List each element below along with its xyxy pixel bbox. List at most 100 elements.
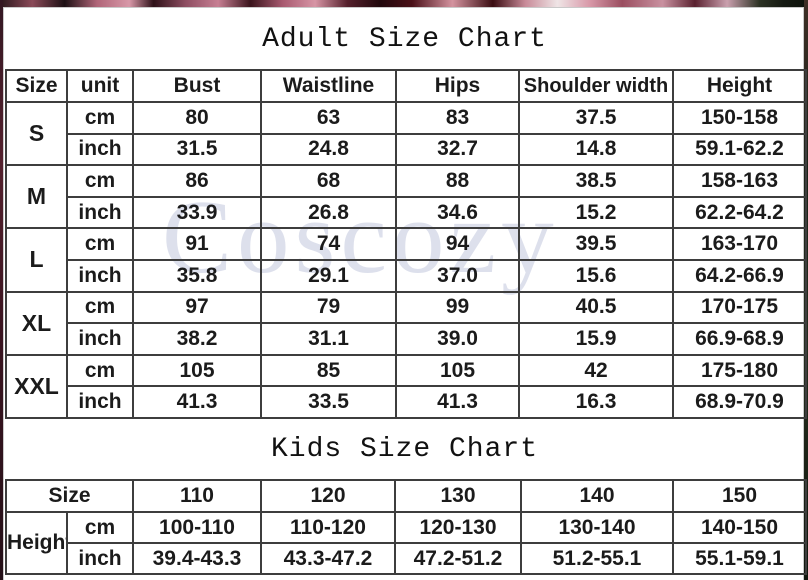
value-cell: 105 [395,353,520,388]
value-cell: 35.8 [132,258,262,293]
value-cell: 34.6 [395,195,520,230]
value-cell: 33.5 [260,385,397,419]
value-cell: 51.2-55.1 [520,542,674,575]
value-cell: 74 [260,227,397,261]
value-cell: 100-110 [132,511,262,544]
table-row: inch 35.8 29.1 37.0 15.6 64.2-66.9 [6,258,807,293]
kids-size-table: Size 110 120 130 140 150 Height cm 100-1… [5,479,807,575]
value-cell: 140-150 [672,511,807,544]
unit-cell: cm [66,353,134,388]
header-cell-110: 110 [132,479,262,513]
kids-header-row: Size 110 120 130 140 150 [5,479,807,513]
value-cell: 79 [260,290,397,325]
unit-cell: inch [66,132,134,167]
value-cell: 55.1-59.1 [672,542,807,575]
value-cell: 42 [518,353,674,388]
header-cell-size: Size [5,479,134,513]
value-cell: 43.3-47.2 [260,542,396,575]
size-cell: S [5,100,68,167]
value-cell: 33.9 [132,195,262,230]
value-cell: 24.8 [260,132,397,167]
value-cell: 47.2-51.2 [394,542,522,575]
unit-cell: inch [66,542,134,575]
unit-cell: inch [66,258,134,293]
value-cell: 163-170 [672,227,807,261]
unit-cell: inch [66,385,134,419]
value-cell: 14.8 [518,132,674,167]
header-cell-bust: Bust [132,69,262,103]
unit-cell: cm [66,290,134,325]
header-cell-150: 150 [672,479,807,513]
value-cell: 39.4-43.3 [132,542,262,575]
table-row: M cm 86 68 88 38.5 158-163 [5,164,807,230]
value-cell: 175-180 [672,353,807,388]
table-row: Height cm 100-110 110-120 120-130 130-14… [5,511,807,575]
value-cell: 150-158 [672,101,807,135]
value-cell: 38.2 [132,322,262,356]
table-row: inch 31.5 24.8 32.7 14.8 59.1-62.2 [6,132,807,167]
adult-chart-title: Adult Size Chart [262,24,547,55]
unit-cell: cm [66,164,134,198]
value-cell: 105 [132,353,262,388]
header-cell-height: Height [672,69,807,103]
size-cell: XXL [5,353,68,419]
size-chart-panel: Coscozy Adult Size Chart Size unit Bust … [3,7,807,580]
value-cell: 15.2 [518,195,674,230]
value-cell: 31.5 [132,132,262,167]
size-cell: M [5,164,68,230]
table-row: inch 41.3 33.5 41.3 16.3 68.9-70.9 [6,385,807,419]
table-row: XXL cm 105 85 105 42 175-180 [5,353,807,419]
value-cell: 130-140 [520,511,674,544]
header-cell-130: 130 [394,479,522,513]
adult-header-row: Size unit Bust Waistline Hips Shoulder w… [5,69,807,103]
value-cell: 68.9-70.9 [672,385,807,419]
value-cell: 26.8 [260,195,397,230]
table-row: inch 39.4-43.3 43.3-47.2 47.2-51.2 51.2-… [6,542,807,575]
value-cell: 68 [260,164,397,198]
value-cell: 15.9 [518,322,674,356]
value-cell: 41.3 [395,385,520,419]
value-cell: 170-175 [672,290,807,325]
value-cell: 120-130 [394,511,522,544]
header-cell-hips: Hips [395,69,520,103]
unit-cell: cm [66,227,134,261]
value-cell: 94 [395,227,520,261]
photo-edge-right [804,0,808,580]
size-cell: XL [5,290,68,356]
value-cell: 64.2-66.9 [672,258,807,293]
header-cell-unit: unit [66,69,134,103]
value-cell: 59.1-62.2 [672,132,807,167]
value-cell: 40.5 [518,290,674,325]
value-cell: 158-163 [672,164,807,198]
value-cell: 37.5 [518,101,674,135]
value-cell: 66.9-68.9 [672,322,807,356]
table-row: S cm 80 63 83 37.5 150-158 [5,100,807,167]
table-row: XL cm 97 79 99 40.5 170-175 [5,290,807,356]
adult-size-table: Size unit Bust Waistline Hips Shoulder w… [5,69,807,419]
value-cell: 91 [132,227,262,261]
kids-chart-title: Kids Size Chart [270,434,539,465]
value-cell: 99 [395,290,520,325]
unit-cell: inch [66,322,134,356]
header-cell-size: Size [5,69,68,103]
value-cell: 37.0 [395,258,520,293]
header-cell-120: 120 [260,479,396,513]
value-cell: 63 [260,101,397,135]
value-cell: 29.1 [260,258,397,293]
value-cell: 31.1 [260,322,397,356]
value-cell: 110-120 [260,511,396,544]
value-cell: 41.3 [132,385,262,419]
size-cell: L [5,227,68,293]
unit-cell: cm [66,511,134,544]
photo-edge-top [0,0,808,7]
value-cell: 38.5 [518,164,674,198]
table-row: L cm 91 74 94 39.5 163-170 [5,227,807,293]
value-cell: 80 [132,101,262,135]
value-cell: 97 [132,290,262,325]
value-cell: 39.5 [518,227,674,261]
value-cell: 32.7 [395,132,520,167]
value-cell: 83 [395,101,520,135]
header-cell-waistline: Waistline [260,69,397,103]
value-cell: 39.0 [395,322,520,356]
unit-cell: cm [66,101,134,135]
